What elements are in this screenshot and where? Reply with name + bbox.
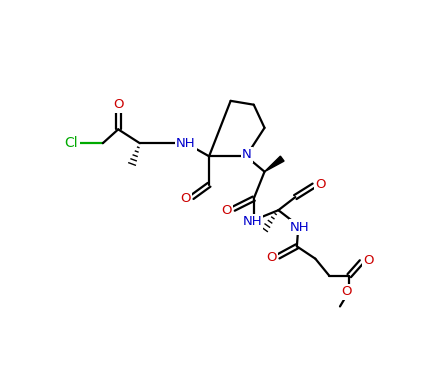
Text: Cl: Cl <box>64 136 78 150</box>
Text: NH: NH <box>242 215 262 228</box>
Polygon shape <box>264 156 284 172</box>
Text: O: O <box>113 98 124 111</box>
Text: NH: NH <box>290 221 310 234</box>
Text: NH: NH <box>176 137 196 150</box>
Text: N: N <box>242 148 252 161</box>
Text: O: O <box>180 192 191 205</box>
Text: O: O <box>222 204 232 217</box>
Text: O: O <box>267 251 277 264</box>
Text: O: O <box>341 285 351 298</box>
Text: O: O <box>363 254 374 267</box>
Text: O: O <box>315 177 326 190</box>
